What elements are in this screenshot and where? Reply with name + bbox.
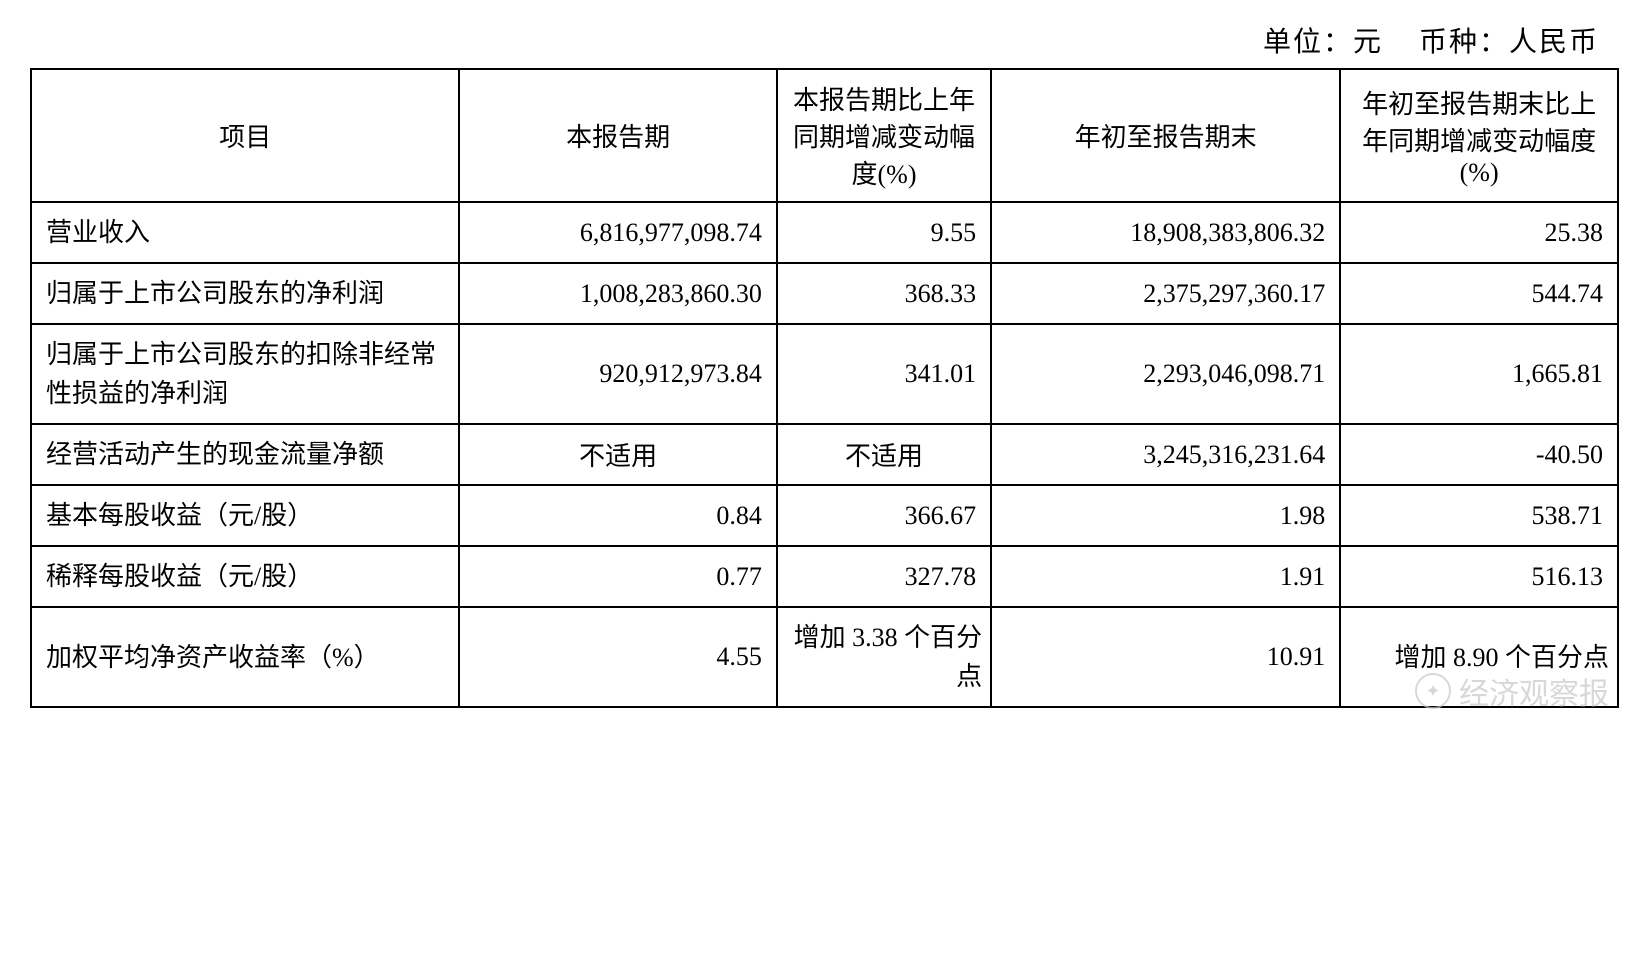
col-header-ytd: 年初至报告期末 — [991, 69, 1340, 202]
period-cell: 4.55 — [459, 607, 776, 707]
change2-cell: 516.13 — [1340, 546, 1618, 607]
change1-cell: 不适用 — [777, 424, 991, 485]
period-cell: 920,912,973.84 — [459, 324, 776, 424]
item-cell: 营业收入 — [31, 202, 459, 263]
table-row: 归属于上市公司股东的净利润1,008,283,860.30368.332,375… — [31, 263, 1618, 324]
col-header-change1: 本报告期比上年同期增减变动幅度(%) — [777, 69, 991, 202]
col-header-period: 本报告期 — [459, 69, 776, 202]
change1-cell: 341.01 — [777, 324, 991, 424]
ytd-cell: 3,245,316,231.64 — [991, 424, 1340, 485]
col-header-change2: 年初至报告期末比上年同期增减变动幅度(%) — [1340, 69, 1618, 202]
item-cell: 归属于上市公司股东的净利润 — [31, 263, 459, 324]
period-cell: 0.84 — [459, 485, 776, 546]
item-cell: 经营活动产生的现金流量净额 — [31, 424, 459, 485]
currency-value: 人民币 — [1509, 27, 1599, 58]
ytd-cell: 2,375,297,360.17 — [991, 263, 1340, 324]
table-row: 归属于上市公司股东的扣除非经常性损益的净利润920,912,973.84341.… — [31, 324, 1618, 424]
unit-value: 元 — [1353, 27, 1383, 58]
ytd-cell: 1.98 — [991, 485, 1340, 546]
change2-cell: 544.74 — [1340, 263, 1618, 324]
period-cell: 6,816,977,098.74 — [459, 202, 776, 263]
ytd-cell: 18,908,383,806.32 — [991, 202, 1340, 263]
change2-cell: 25.38 — [1340, 202, 1618, 263]
ytd-cell: 1.91 — [991, 546, 1340, 607]
period-cell: 不适用 — [459, 424, 776, 485]
item-cell: 稀释每股收益（元/股） — [31, 546, 459, 607]
table-unit-header: 单位：元 币种：人民币 — [30, 20, 1619, 60]
table-row: 基本每股收益（元/股）0.84366.671.98538.71 — [31, 485, 1618, 546]
change1-cell: 366.67 — [777, 485, 991, 546]
period-cell: 0.77 — [459, 546, 776, 607]
currency-label: 币种： — [1419, 27, 1509, 58]
unit-label: 单位： — [1263, 27, 1353, 58]
change2-cell: -40.50 — [1340, 424, 1618, 485]
table-row: 稀释每股收益（元/股）0.77327.781.91516.13 — [31, 546, 1618, 607]
ytd-cell: 2,293,046,098.71 — [991, 324, 1340, 424]
table-row: 营业收入6,816,977,098.749.5518,908,383,806.3… — [31, 202, 1618, 263]
change1-cell: 368.33 — [777, 263, 991, 324]
item-cell: 基本每股收益（元/股） — [31, 485, 459, 546]
item-cell: 归属于上市公司股东的扣除非经常性损益的净利润 — [31, 324, 459, 424]
ytd-cell: 10.91 — [991, 607, 1340, 707]
watermark-icon: ✦ — [1415, 673, 1451, 709]
table-header-row: 项目 本报告期 本报告期比上年同期增减变动幅度(%) 年初至报告期末 年初至报告… — [31, 69, 1618, 202]
change2-cell: 538.71 — [1340, 485, 1618, 546]
col-header-item: 项目 — [31, 69, 459, 202]
change2-cell: 1,665.81 — [1340, 324, 1618, 424]
table-row: 经营活动产生的现金流量净额不适用不适用3,245,316,231.64-40.5… — [31, 424, 1618, 485]
item-cell: 加权平均净资产收益率（%） — [31, 607, 459, 707]
financial-data-table: 项目 本报告期 本报告期比上年同期增减变动幅度(%) 年初至报告期末 年初至报告… — [30, 68, 1619, 708]
watermark: ✦ 经济观察报 — [1415, 669, 1609, 713]
change1-cell: 9.55 — [777, 202, 991, 263]
watermark-text: 经济观察报 — [1459, 669, 1609, 713]
period-cell: 1,008,283,860.30 — [459, 263, 776, 324]
table-row: 加权平均净资产收益率（%）4.55增加 3.38 个百分点10.91增加 8.9… — [31, 607, 1618, 707]
change1-cell: 327.78 — [777, 546, 991, 607]
change1-cell: 增加 3.38 个百分点 — [777, 607, 991, 707]
